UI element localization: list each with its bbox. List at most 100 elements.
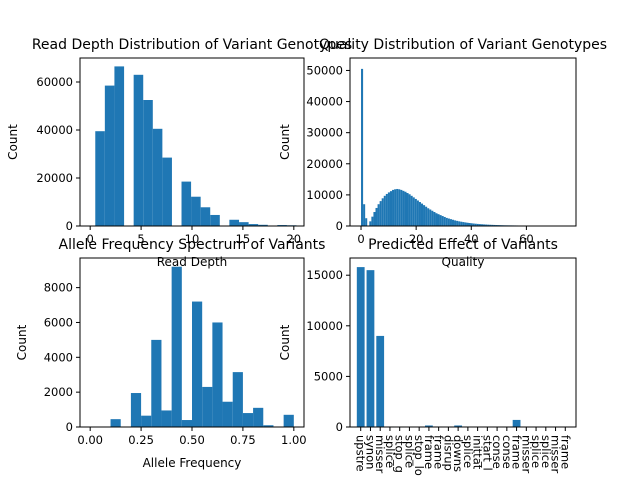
histogram-bar	[365, 218, 367, 226]
y-tick-label: 0	[336, 420, 343, 434]
histogram-bar	[202, 387, 212, 427]
y-tick-label: 6000	[44, 315, 73, 329]
category-bar	[513, 420, 521, 427]
histogram-bar	[456, 221, 458, 226]
y-tick-label: 60000	[36, 75, 73, 89]
histogram-bar	[398, 189, 400, 226]
histogram-bar	[396, 189, 398, 226]
histogram-bar	[95, 131, 105, 226]
histogram-bar	[382, 198, 384, 226]
category-bar	[367, 270, 375, 427]
histogram-bar	[201, 207, 211, 226]
y-tick-label: 0	[66, 219, 73, 233]
histogram-bar	[253, 408, 263, 427]
histogram-bar	[363, 204, 365, 226]
x-tick-label: 1.00	[281, 433, 307, 447]
histogram-bar	[143, 100, 153, 226]
y-tick-label: 50000	[306, 63, 343, 77]
histogram-bar	[229, 220, 239, 226]
y-tick-label: 30000	[306, 126, 343, 140]
x-tick-label: 0.75	[230, 433, 256, 447]
y-tick-label: 0	[336, 219, 343, 233]
histogram-bar	[131, 393, 141, 427]
histogram-bar	[369, 221, 371, 226]
chart-title: Allele Frequency Spectrum of Variants	[59, 237, 326, 253]
histogram-bar	[239, 222, 249, 226]
chart-title: Predicted Effect of Variants	[368, 237, 558, 253]
y-tick-label: 15000	[306, 268, 343, 282]
histogram-bar	[105, 86, 115, 226]
histogram-bar	[386, 194, 388, 226]
histogram-bar	[442, 216, 444, 226]
histogram-bar	[409, 194, 411, 226]
y-tick-label: 5000	[314, 369, 343, 383]
histogram-bar	[425, 207, 427, 226]
histogram-bar	[407, 193, 409, 226]
histogram-bar	[448, 219, 450, 226]
y-tick-label: 0	[66, 420, 73, 434]
histogram-bar	[438, 214, 440, 226]
histogram-bar	[429, 210, 431, 226]
histogram-bar	[440, 215, 442, 226]
histogram-bar	[400, 190, 402, 226]
histogram-bar	[361, 69, 363, 226]
category-bar	[357, 267, 365, 427]
histogram-bar	[460, 222, 462, 226]
x-axis-label: Quality	[442, 255, 485, 269]
histogram-bar	[380, 201, 382, 226]
histogram-bar	[411, 196, 413, 226]
y-tick-label: 40000	[36, 123, 73, 137]
histogram-bar	[151, 340, 161, 427]
y-tick-label: 20000	[306, 157, 343, 171]
histogram-bar	[375, 208, 377, 226]
histogram-bar	[404, 192, 406, 226]
y-tick-label: 2000	[44, 385, 73, 399]
histogram-bar	[392, 190, 394, 226]
x-axis-label: Read Depth	[157, 255, 228, 269]
histogram-bar	[419, 202, 421, 226]
histogram-bar	[161, 410, 171, 427]
histogram-bar	[435, 213, 437, 226]
histogram-bar	[284, 415, 294, 427]
histogram-bar	[223, 402, 233, 427]
histogram-bar	[373, 212, 375, 226]
y-tick-label: 4000	[44, 350, 73, 364]
histogram-bar	[464, 222, 466, 226]
category-bar	[376, 336, 384, 427]
histogram-bar	[413, 197, 415, 226]
histogram-bar	[212, 322, 222, 427]
histogram-bar	[384, 196, 386, 226]
histogram-bar	[446, 218, 448, 226]
y-tick-label: 10000	[306, 319, 343, 333]
histogram-bar	[402, 191, 404, 226]
y-tick-label: 40000	[306, 95, 343, 109]
histogram-bar	[371, 217, 373, 226]
histogram-bar	[394, 189, 396, 226]
histogram-bar	[182, 420, 192, 427]
histogram-bar	[233, 372, 243, 427]
histogram-bar	[423, 205, 425, 226]
y-axis-label: Count	[278, 124, 292, 160]
histogram-bar	[431, 211, 433, 226]
y-axis-label: Count	[15, 324, 29, 360]
chart-title: Read Depth Distribution of Variant Genot…	[32, 37, 352, 53]
y-tick-label: 8000	[44, 281, 73, 295]
histogram-bar	[415, 199, 417, 226]
x-tick-label: frame	[558, 435, 572, 469]
histogram-bar	[421, 204, 423, 226]
histogram-bar	[141, 416, 151, 427]
histogram-bar	[454, 220, 456, 226]
histogram-bar	[417, 200, 419, 226]
y-axis-label: Count	[6, 124, 20, 160]
y-tick-label: 20000	[36, 171, 73, 185]
histogram-bar	[134, 75, 144, 226]
histogram-bar	[182, 182, 192, 226]
histogram-bar	[191, 197, 201, 226]
histogram-bar	[450, 219, 452, 226]
histogram-bar	[162, 158, 172, 226]
x-tick-label: 0.25	[128, 433, 154, 447]
x-tick-label: 0.50	[179, 433, 205, 447]
histogram-bar	[427, 208, 429, 226]
histogram-bar	[111, 419, 121, 427]
histogram-bar	[378, 204, 380, 226]
